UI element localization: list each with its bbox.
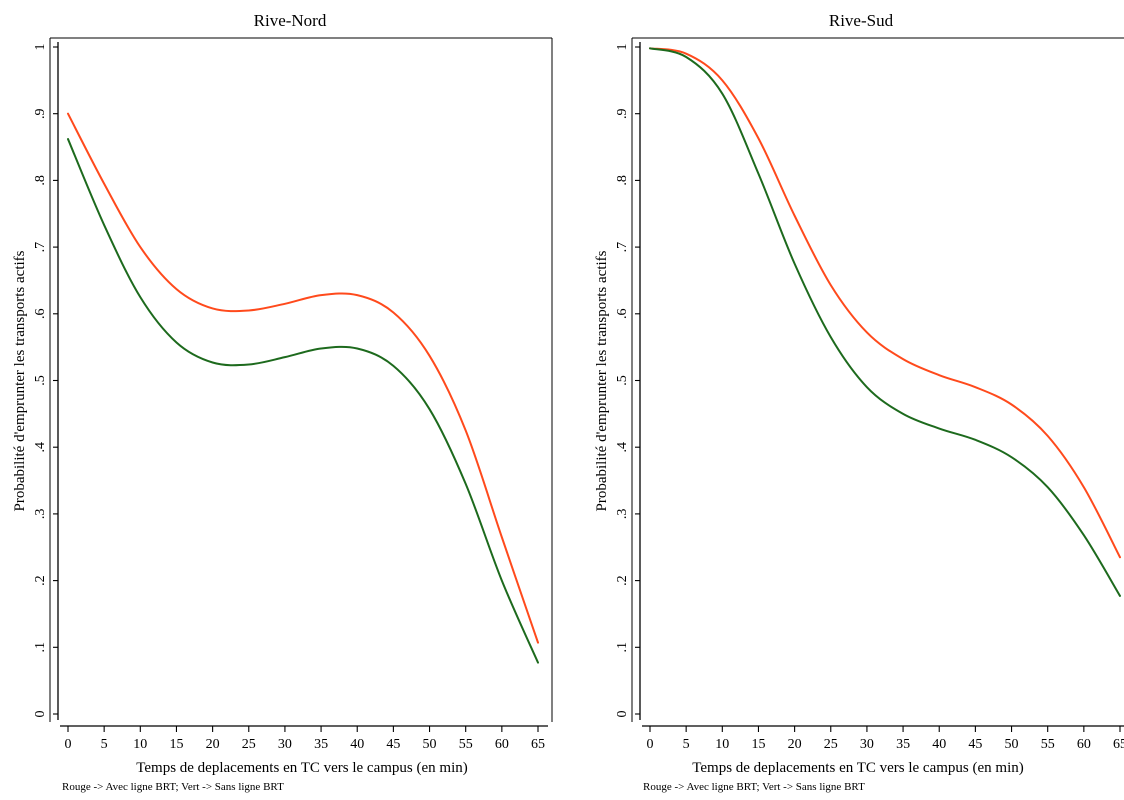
x-axis-label: Temps de deplacements en TC vers le camp… [692,760,1024,776]
x-tick-label: 20 [788,737,802,752]
x-tick-label: 5 [101,737,108,752]
x-tick-label: 50 [1005,737,1019,752]
y-tick-group: 0 .1 .2 .3 .4 .5 .6 .7 .8 .9 1 [33,44,58,718]
y-tick-label: 1 [33,44,48,51]
y-tick-group: 0 .1 .2 .3 .4 .5 .6 .7 .8 .9 1 [615,44,640,718]
panel-rive-sud: Rive-Sud 0 .1 .2 .3 .4 .5 .6 .7 .8 .9 1 0 5 10 15 20 25… [594,11,1124,793]
x-tick-group: 0 5 10 15 20 25 30 35 40 45 50 55 60 65 [647,726,1124,752]
x-tick-label: 45 [386,737,400,752]
chart-title: Rive-Nord [254,11,327,30]
y-tick-label: .7 [615,242,630,253]
x-axis-label: Temps de deplacements en TC vers le camp… [136,760,468,776]
x-tick-label: 40 [932,737,946,752]
y-tick-label: 0 [33,711,48,718]
x-tick-label: 45 [968,737,982,752]
y-tick-label: .1 [33,642,48,653]
x-tick-label: 60 [495,737,509,752]
chart-note: Rouge -> Avec ligne BRT; Vert -> Sans li… [62,781,284,793]
x-tick-label: 35 [896,737,910,752]
y-axis-label: Probabilité d'emprunter les transports a… [12,250,28,511]
x-tick-label: 55 [459,737,473,752]
x-tick-label: 25 [824,737,838,752]
y-axis-label: Probabilité d'emprunter les transports a… [594,250,610,511]
y-tick-label: .4 [615,442,630,453]
y-tick-label: .9 [615,108,630,119]
y-tick-label: .1 [615,642,630,653]
x-tick-label: 50 [423,737,437,752]
series-line-red [68,114,538,643]
y-tick-label: 0 [615,711,630,718]
x-tick-label: 30 [860,737,874,752]
series-line-green [68,139,538,663]
y-tick-label: .2 [615,575,630,586]
x-tick-label: 30 [278,737,292,752]
panel-rive-nord: Rive-Nord 0 .1 .2 .3 .4 .5 .6 .7 .8 .9 1 0 5 10 15 20 2… [12,11,552,793]
x-tick-label: 40 [350,737,364,752]
x-tick-label: 15 [169,737,183,752]
x-tick-label: 60 [1077,737,1091,752]
series-layer [68,114,538,663]
x-tick-label: 10 [133,737,147,752]
x-tick-label: 35 [314,737,328,752]
y-tick-label: .7 [33,242,48,253]
series-line-red [650,48,1120,557]
x-tick-label: 20 [206,737,220,752]
x-tick-group: 0 5 10 15 20 25 30 35 40 45 50 55 60 65 [65,726,546,752]
y-tick-label: .5 [33,375,48,386]
y-tick-label: .4 [33,442,48,453]
y-tick-label: .2 [33,575,48,586]
chart-note: Rouge -> Avec ligne BRT; Vert -> Sans li… [643,781,865,793]
y-tick-label: .5 [615,375,630,386]
y-tick-label: .3 [33,509,48,520]
x-tick-label: 0 [647,737,654,752]
y-tick-label: .8 [33,175,48,186]
x-tick-label: 15 [751,737,765,752]
x-tick-label: 65 [1113,737,1124,752]
y-tick-label: 1 [615,44,630,51]
y-tick-label: .3 [615,509,630,520]
series-line-green [650,48,1120,596]
y-tick-label: .9 [33,108,48,119]
x-tick-label: 55 [1041,737,1055,752]
y-tick-label: .8 [615,175,630,186]
x-tick-label: 0 [65,737,72,752]
x-tick-label: 10 [715,737,729,752]
x-tick-label: 5 [683,737,690,752]
x-tick-label: 25 [242,737,256,752]
y-tick-label: .6 [615,309,630,320]
y-tick-label: .6 [33,309,48,320]
x-tick-label: 65 [531,737,545,752]
series-layer [650,48,1120,596]
chart-title: Rive-Sud [829,11,894,30]
